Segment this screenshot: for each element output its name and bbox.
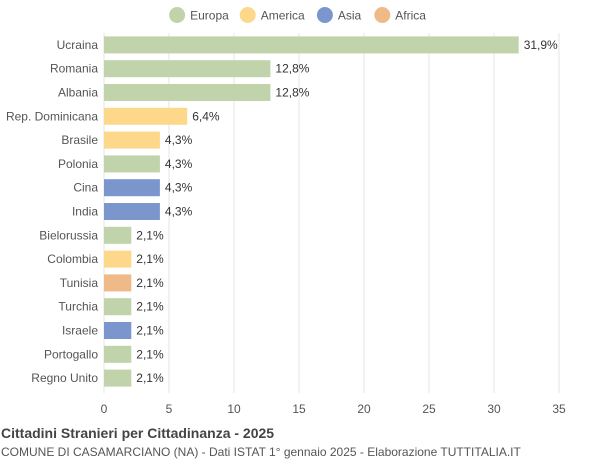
value-label: 31,9% [524, 38, 558, 52]
bar-ucraina [104, 36, 519, 54]
bar-regno-unito [104, 369, 132, 387]
value-label: 2,1% [136, 300, 164, 314]
x-tick-label: 35 [552, 402, 566, 416]
value-label: 4,3% [165, 205, 193, 219]
bar-polonia [104, 155, 160, 173]
chart-title: Cittadini Stranieri per Cittadinanza - 2… [1, 425, 275, 441]
x-tick-label: 20 [357, 402, 371, 416]
category-label: Rep. Dominicana [6, 109, 98, 123]
bar-turchia [104, 298, 132, 316]
bar-israele [104, 322, 132, 339]
value-label: 2,1% [136, 324, 164, 338]
category-label: Albania [58, 86, 98, 100]
bars: Ucraina 31,9% Romania 12,8% Albania 12,8% Rep.… [6, 36, 558, 387]
bar-rep-dominicana [104, 107, 188, 125]
category-label: Cina [73, 181, 98, 195]
value-label: 2,1% [136, 228, 164, 242]
chart-subtitle: COMUNE DI CASAMARCIANO (NA) - Dati ISTAT… [1, 445, 521, 459]
legend-swatch-europa [169, 7, 186, 23]
x-tick-label: 15 [292, 402, 306, 416]
value-label: 2,1% [136, 371, 164, 385]
legend-label: Europa [190, 9, 229, 23]
category-label: Ucraina [57, 38, 99, 52]
category-label: Colombia [47, 252, 98, 266]
x-axis: 0 5 10 15 20 25 30 35 [101, 402, 566, 416]
legend-swatch-asia [316, 7, 333, 23]
value-label: 12,8% [275, 86, 309, 100]
legend-swatch-africa [374, 7, 391, 23]
bar-tunisia [104, 274, 132, 292]
category-label: Turchia [58, 300, 98, 314]
category-label: Polonia [58, 157, 98, 171]
legend-label: America [261, 9, 305, 23]
bar-india [104, 203, 160, 220]
bar-romania [104, 60, 271, 78]
bar-brasile [104, 131, 160, 149]
x-tick-label: 25 [422, 402, 436, 416]
category-label: Brasile [61, 133, 98, 147]
category-label: Israele [62, 324, 98, 338]
bar-portogallo [104, 345, 132, 363]
value-label: 6,4% [192, 109, 220, 123]
value-label: 2,1% [136, 347, 164, 361]
x-tick-label: 10 [227, 402, 241, 416]
x-tick-label: 5 [166, 402, 173, 416]
bar-albania [104, 84, 271, 101]
bar-colombia [104, 250, 132, 268]
bar-cina [104, 179, 160, 197]
legend-label: Asia [338, 9, 362, 23]
category-label: Portogallo [44, 347, 98, 361]
category-label: Tunisia [60, 276, 99, 290]
category-label: Romania [50, 62, 98, 76]
category-label: Bielorussia [39, 228, 98, 242]
legend: Europa America Asia Africa [169, 7, 426, 23]
value-label: 2,1% [136, 276, 164, 290]
value-label: 4,3% [165, 133, 193, 147]
value-label: 12,8% [275, 62, 309, 76]
x-tick-label: 30 [487, 402, 501, 416]
value-label: 2,1% [136, 252, 164, 266]
category-label: India [72, 205, 98, 219]
x-tick-label: 0 [101, 402, 108, 416]
value-label: 4,3% [165, 157, 193, 171]
category-label: Regno Unito [31, 371, 98, 385]
value-label: 4,3% [165, 181, 193, 195]
legend-swatch-america [239, 7, 256, 23]
bar-bielorussia [104, 226, 132, 244]
legend-label: Africa [395, 9, 426, 23]
bar-chart: Europa America Asia Africa Ucraina 31,9% Roma… [6, 7, 566, 416]
